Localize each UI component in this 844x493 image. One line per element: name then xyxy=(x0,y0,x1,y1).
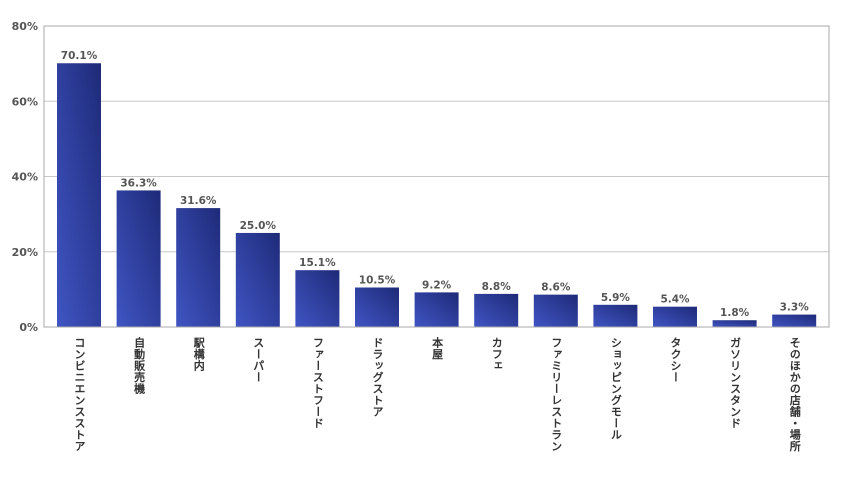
y-axis-ticks: 0% 20% 40% 60% 80% xyxy=(12,20,38,334)
category-label: 駅構内 xyxy=(192,337,206,372)
data-label: 31.6% xyxy=(180,195,217,207)
category-label: ガソリンスタンド xyxy=(728,337,742,429)
data-labels: 70.1% 36.3% 31.6% 25.0% 15.1% 10.5% 9.2% 8.8% 8.… xyxy=(61,50,809,319)
data-label: 1.8% xyxy=(720,307,750,319)
category-label: スーパー xyxy=(251,337,265,383)
bar xyxy=(235,232,280,327)
y-tick-label: 20% xyxy=(12,246,38,259)
data-label: 9.2% xyxy=(422,279,452,291)
bar xyxy=(355,287,399,327)
bar xyxy=(176,208,221,327)
plot-frame xyxy=(43,25,830,328)
bar xyxy=(57,63,101,327)
bar xyxy=(712,320,757,327)
y-tick-label: 80% xyxy=(12,20,38,33)
category-label: ファーストフード xyxy=(311,337,325,429)
bars xyxy=(57,63,817,327)
category-label: 本屋 xyxy=(430,337,444,360)
data-label: 5.9% xyxy=(601,292,631,304)
bar xyxy=(593,304,638,327)
bar xyxy=(533,294,578,327)
bar xyxy=(772,314,817,327)
bar xyxy=(474,293,519,327)
data-label: 36.3% xyxy=(120,177,157,189)
category-label: 自動販売機 xyxy=(132,337,146,395)
category-label: ドラッグストア xyxy=(371,337,384,418)
category-label: コンビニエンスストア xyxy=(73,337,86,452)
bar xyxy=(295,270,340,327)
category-label: ファミリーレストラン xyxy=(549,337,563,452)
data-label: 8.8% xyxy=(482,281,512,293)
category-label: カフェ xyxy=(490,337,504,372)
category-label: タクシー xyxy=(669,337,682,383)
y-tick-label: 60% xyxy=(12,95,38,108)
bar xyxy=(653,306,697,327)
data-label: 25.0% xyxy=(240,220,277,232)
data-label: 15.1% xyxy=(299,257,336,269)
data-label: 10.5% xyxy=(359,274,396,286)
y-tick-label: 0% xyxy=(19,321,38,334)
bar xyxy=(414,292,459,327)
category-label: ショッピングモール xyxy=(609,337,623,441)
data-label: 5.4% xyxy=(660,294,690,306)
data-label: 8.6% xyxy=(541,282,571,294)
data-label: 3.3% xyxy=(780,302,810,314)
category-label: そのほかの店舗・場所 xyxy=(788,337,802,452)
data-label: 70.1% xyxy=(61,50,98,62)
y-tick-label: 40% xyxy=(12,171,38,184)
bar xyxy=(116,190,161,327)
